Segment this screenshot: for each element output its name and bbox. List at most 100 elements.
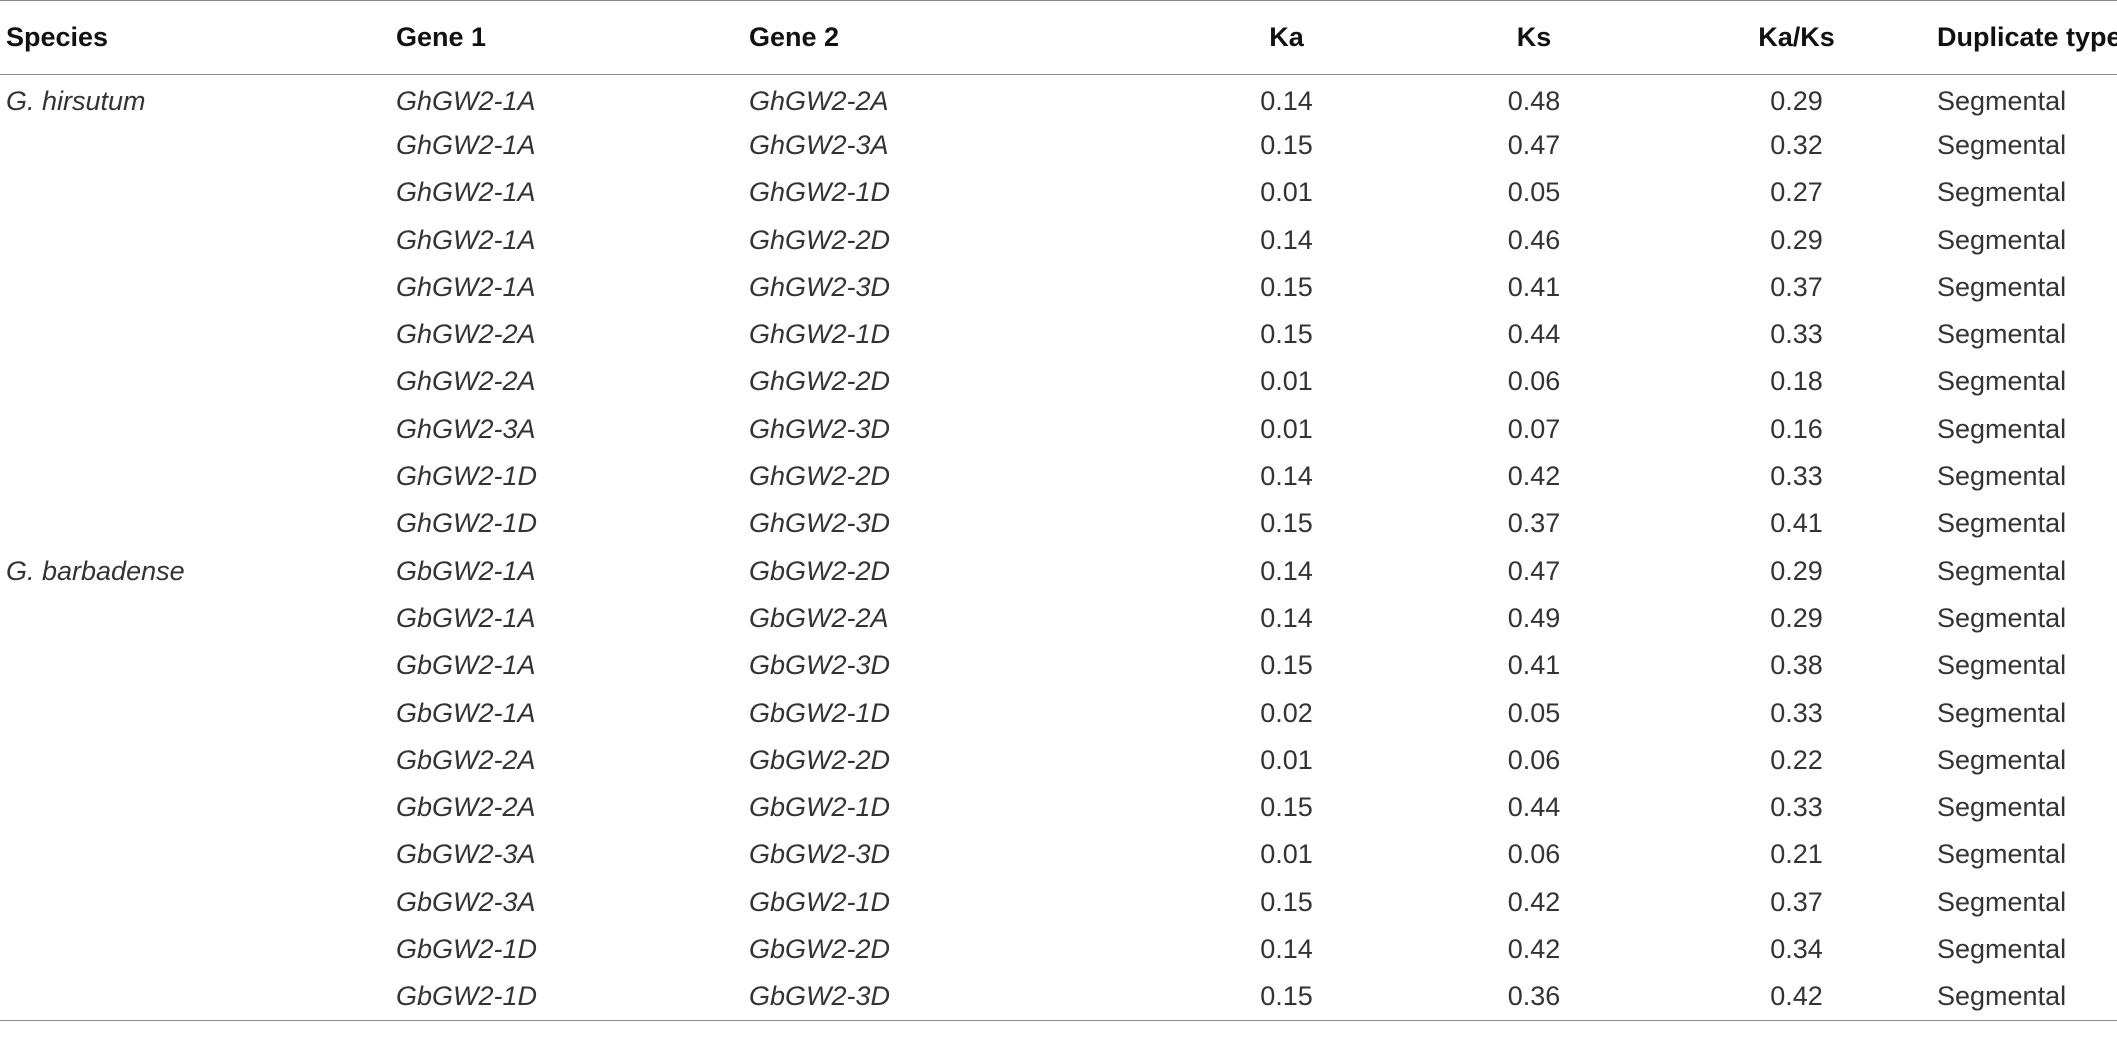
table-body: G. hirsutum GhGW2-1A GhGW2-2A 0.14 0.48 0.29 S… [0,75,2117,1021]
cell-duplicate-type: Segmental [1937,602,2067,633]
cell-gene2: GhGW2-3D [749,508,891,539]
cell-species [0,973,396,1021]
cell-duplicate-type: Segmental [1937,319,2067,350]
cell-ka: 0.01 [1260,366,1313,397]
cell-ka: 0.15 [1260,792,1313,823]
header-gene1: Gene 1 [396,0,749,75]
cell-ka: 0.01 [1260,177,1313,208]
table-row: GhGW2-1D GhGW2-3D 0.15 0.37 0.41 Segmental [0,500,2117,547]
cell-ka-ks: 0.33 [1770,461,1823,492]
cell-gene2: GbGW2-3D [749,973,1169,1021]
table-row: GbGW2-1D GbGW2-2D 0.14 0.42 0.34 Segmental [0,926,2117,973]
cell-ka: 0.15 [1260,508,1313,539]
table-row: GhGW2-2A GhGW2-2D 0.01 0.06 0.18 Segmental [0,358,2117,405]
cell-gene2: GbGW2-2D [749,933,891,964]
cell-gene1: GbGW2-1A [396,602,536,633]
cell-duplicate-type: Segmental [1937,933,2067,964]
cell-ka: 0.14 [1260,555,1313,586]
cell-ka-ks: 0.29 [1770,224,1823,255]
cell-species [0,358,396,405]
cell-species [0,264,396,311]
cell-ka: 0.15 [1260,319,1313,350]
cell-ka: 0.01 [1260,744,1313,775]
cell-gene1: GbGW2-3A [396,839,536,870]
cell-species [0,216,396,263]
table-row: GhGW2-1A GhGW2-1D 0.01 0.05 0.27 Segmental [0,169,2117,216]
cell-gene2: GbGW2-3D [749,839,891,870]
cell-ka-ks: 0.42 [1664,973,1929,1021]
cell-gene1: GbGW2-1A [396,555,536,586]
cell-duplicate-type: Segmental [1937,271,2067,302]
cell-ka: 0.14 [1260,933,1313,964]
cell-ka-ks: 0.32 [1770,129,1823,160]
cell-ka-ks: 0.38 [1770,650,1823,681]
header-ks: Ks [1404,0,1664,75]
cell-ka: 0.14 [1260,602,1313,633]
cell-species [0,406,396,453]
cell-gene2: GhGW2-2D [749,461,891,492]
cell-ka: 0.14 [1260,85,1313,116]
cell-species [0,169,396,216]
cell-ka-ks: 0.27 [1770,177,1823,208]
cell-ks: 0.42 [1507,886,1561,917]
cell-ka: 0.02 [1260,697,1313,728]
cell-species [0,453,396,500]
ka-ks-table: Species Gene 1 Gene 2 Ka Ks Ka/Ks Duplic… [0,0,2117,1021]
cell-gene1: GbGW2-2A [396,792,536,823]
cell-ka: 0.15 [1169,973,1404,1021]
cell-gene1: GbGW2-3A [396,886,536,917]
cell-ka: 0.15 [1260,271,1313,302]
cell-ka: 0.01 [1260,839,1313,870]
cell-duplicate-type: Segmental [1937,744,2067,775]
header-ka-ks: Ka/Ks [1664,0,1929,75]
cell-species [0,831,396,878]
header-row: Species Gene 1 Gene 2 Ka Ks Ka/Ks Duplic… [0,0,2117,75]
cell-gene2: GhGW2-3D [749,271,891,302]
cell-duplicate-type: Segmental [1937,177,2067,208]
cell-duplicate-type: Segmental [1937,697,2067,728]
cell-ka-ks: 0.33 [1770,697,1823,728]
cell-duplicate-type: Segmental [1937,839,2067,870]
cell-gene2: GhGW2-2A [749,85,889,116]
cell-ks: 0.36 [1404,973,1664,1021]
cell-ka-ks: 0.41 [1770,508,1823,539]
cell-duplicate-type: Segmental [1937,886,2067,917]
cell-ks: 0.05 [1507,697,1561,728]
cell-gene1: GhGW2-1A [396,85,536,116]
table-row: G. hirsutum GhGW2-1A GhGW2-2A 0.14 0.48 0.29 S… [0,75,2117,122]
table-row: GbGW2-1A GbGW2-1D 0.02 0.05 0.33 Segmental [0,689,2117,736]
cell-ka: 0.14 [1260,224,1313,255]
cell-gene1: GhGW2-1A [396,177,536,208]
cell-species [0,642,396,689]
cell-gene1: GhGW2-1D [396,461,538,492]
cell-ka: 0.15 [1260,886,1313,917]
cell-ka-ks: 0.21 [1770,839,1823,870]
cell-ks: 0.05 [1507,177,1561,208]
cell-duplicate-type: Segmental [1937,461,2067,492]
cell-species [0,500,396,547]
cell-duplicate-type: Segmental [1937,366,2067,397]
cell-ks: 0.44 [1507,792,1561,823]
cell-ks: 0.06 [1507,366,1561,397]
cell-ks: 0.46 [1507,224,1561,255]
cell-gene2: GbGW2-1D [749,792,891,823]
header-species: Species [0,0,396,75]
cell-gene1: GbGW2-1A [396,697,536,728]
table-row: GhGW2-1A GhGW2-2D 0.14 0.46 0.29 Segmental [0,216,2117,263]
cell-gene2: GbGW2-2A [749,602,889,633]
cell-gene1: GhGW2-1A [396,129,536,160]
table-row: GbGW2-2A GbGW2-2D 0.01 0.06 0.22 Segmental [0,737,2117,784]
cell-gene1: GbGW2-1D [396,933,538,964]
cell-ka-ks: 0.29 [1770,555,1823,586]
header-duplicate-type: Duplicate type [1929,0,2117,75]
cell-ks: 0.07 [1507,413,1561,444]
cell-species [0,689,396,736]
cell-gene1: GhGW2-3A [396,413,536,444]
cell-species [0,784,396,831]
cell-ka-ks: 0.29 [1770,85,1823,116]
cell-ks: 0.41 [1507,650,1561,681]
cell-species [0,926,396,973]
cell-ks: 0.47 [1507,129,1561,160]
cell-gene1: GbGW2-2A [396,744,536,775]
cell-species [0,311,396,358]
